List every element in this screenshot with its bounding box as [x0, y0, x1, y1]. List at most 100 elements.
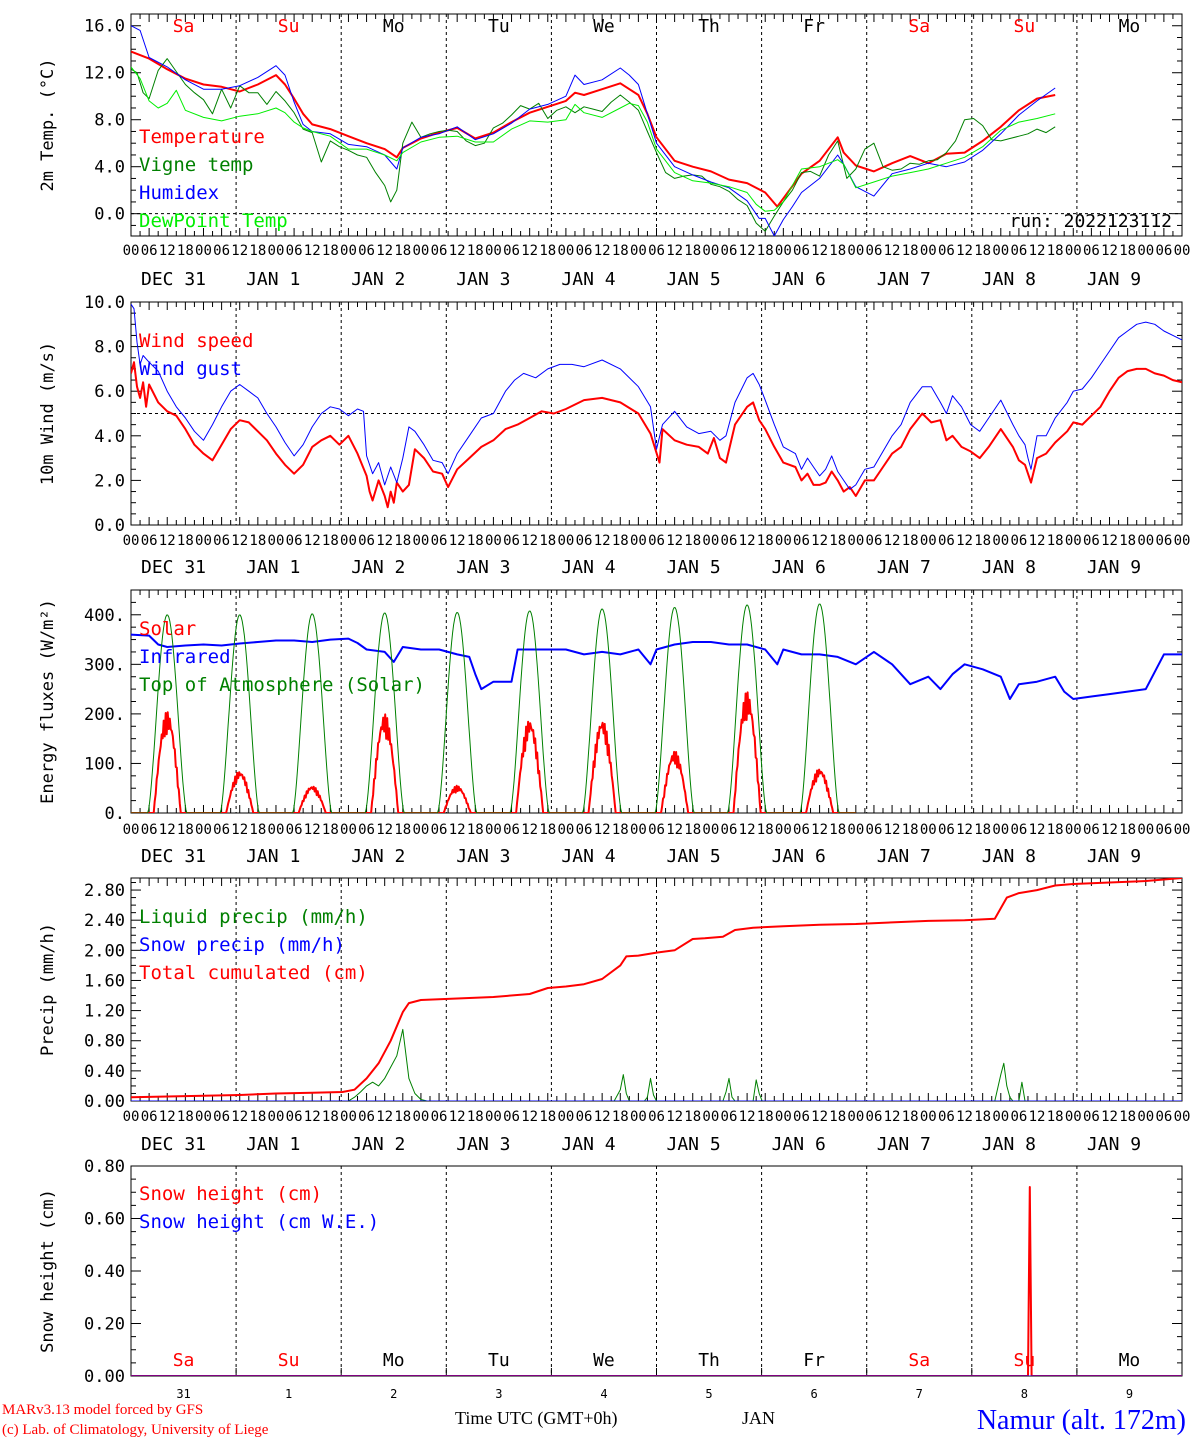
hour-label: 06	[431, 1109, 448, 1125]
day-number-label: 1	[285, 1387, 292, 1401]
hour-label: 18	[757, 533, 774, 549]
hour-label: 06	[721, 533, 738, 549]
hour-label: 00	[557, 533, 574, 549]
weekday-label: We	[593, 1350, 615, 1371]
hour-label: 06	[648, 822, 665, 838]
y-axis-label: Snow height (cm)	[38, 1189, 58, 1353]
hour-label: 00	[557, 822, 574, 838]
hour-label: 12	[376, 1109, 393, 1125]
hour-label: 12	[956, 243, 973, 259]
legend-label: Liquid precip (mm/h)	[139, 906, 368, 928]
hour-label: 06	[793, 533, 810, 549]
hour-label: 12	[1101, 243, 1118, 259]
hour-label: 06	[938, 243, 955, 259]
hour-label: 06	[576, 243, 593, 259]
date-label: JAN 6	[772, 557, 826, 578]
hour-label: 12	[811, 533, 828, 549]
hour-label: 06	[793, 1109, 810, 1125]
hour-label: 12	[811, 1109, 828, 1125]
hour-label: 12	[449, 1109, 466, 1125]
hour-label: 00	[485, 533, 502, 549]
weekday-label: Fr	[803, 16, 825, 37]
weekday-label: Su	[1014, 1350, 1036, 1371]
hour-label: 12	[1029, 822, 1046, 838]
hour-label: 06	[141, 1109, 158, 1125]
hour-label: 12	[376, 822, 393, 838]
y-tick-label: 12.0	[84, 64, 125, 84]
hour-label: 00	[485, 1109, 502, 1125]
hour-label: 12	[594, 1109, 611, 1125]
date-label: JAN 8	[982, 269, 1036, 290]
date-label: JAN 3	[456, 557, 510, 578]
hour-label: 06	[1083, 533, 1100, 549]
hour-label: 18	[322, 1109, 339, 1125]
hour-label: 00	[557, 1109, 574, 1125]
hour-label: 18	[612, 1109, 629, 1125]
weekday-label: Tu	[488, 1350, 510, 1371]
hour-label: 00	[123, 1109, 140, 1125]
hour-label: 12	[521, 243, 538, 259]
y-tick-label: 6.0	[94, 382, 125, 402]
legend-label: Wind gust	[139, 358, 242, 380]
weekday-label: Fr	[803, 1350, 825, 1371]
date-label: JAN 1	[246, 269, 300, 290]
legend-label: Temperature	[139, 126, 265, 148]
y-tick-label: 0.	[105, 804, 125, 824]
hour-label: 18	[829, 533, 846, 549]
hour-label: 18	[177, 822, 194, 838]
hour-label: 18	[249, 822, 266, 838]
hour-label: 12	[159, 533, 176, 549]
footer-model-line: MARv3.13 model forced by GFS	[2, 1402, 203, 1418]
hour-label: 00	[123, 533, 140, 549]
weekday-label: Mo	[383, 1350, 405, 1371]
y-tick-label: 100.	[84, 754, 125, 774]
hour-label: 06	[213, 822, 230, 838]
hour-label: 18	[829, 243, 846, 259]
hour-label: 12	[449, 243, 466, 259]
hour-label: 12	[666, 822, 683, 838]
hour-label: 00	[340, 243, 357, 259]
series-group	[131, 603, 1182, 813]
hour-label: 18	[539, 533, 556, 549]
hour-label: 00	[195, 822, 212, 838]
hour-label: 12	[376, 533, 393, 549]
hour-label: 18	[394, 822, 411, 838]
weekday-label: Tu	[488, 16, 510, 37]
legend-label: Wind speed	[139, 330, 253, 352]
hour-label: 00	[413, 1109, 430, 1125]
y-tick-label: 0.0	[94, 205, 125, 225]
hour-label: 18	[684, 243, 701, 259]
hour-label: 18	[1119, 822, 1136, 838]
hour-label: 06	[141, 533, 158, 549]
hour-label: 12	[1029, 243, 1046, 259]
hour-label: 12	[594, 533, 611, 549]
day-number-label: 31	[176, 1387, 190, 1401]
hour-label: 18	[757, 1109, 774, 1125]
hour-label: 00	[630, 822, 647, 838]
panel-snow: 0.00 0.20 0.40 0.60 0.80 Snow height (cm) Sa Su…	[38, 1157, 1183, 1401]
legend-label: Snow precip (mm/h)	[139, 934, 345, 956]
y-tick-label: 200.	[84, 705, 125, 725]
hour-label: 06	[1010, 533, 1027, 549]
legend-label: DewPoint Temp	[139, 210, 288, 232]
hour-label: 12	[739, 1109, 756, 1125]
y-axis-label: 2m Temp. (°C)	[38, 58, 58, 191]
hour-label: 00	[340, 822, 357, 838]
hour-label: 18	[829, 822, 846, 838]
y-tick-label: 0.40	[84, 1062, 125, 1082]
day-number-label: 7	[916, 1387, 923, 1401]
hour-label: 00	[775, 533, 792, 549]
day-number-label: 3	[495, 1387, 502, 1401]
date-label: JAN 5	[667, 269, 721, 290]
hour-label: 06	[1083, 822, 1100, 838]
hour-label: 06	[1010, 822, 1027, 838]
hour-label: 18	[1047, 822, 1064, 838]
hour-label: 00	[1065, 243, 1082, 259]
hour-label: 00	[1065, 822, 1082, 838]
plot-frame	[130, 589, 1183, 814]
hour-label: 06	[286, 533, 303, 549]
hour-label: 00	[702, 243, 719, 259]
hour-label: 00	[1174, 533, 1191, 549]
hour-label: 00	[847, 533, 864, 549]
